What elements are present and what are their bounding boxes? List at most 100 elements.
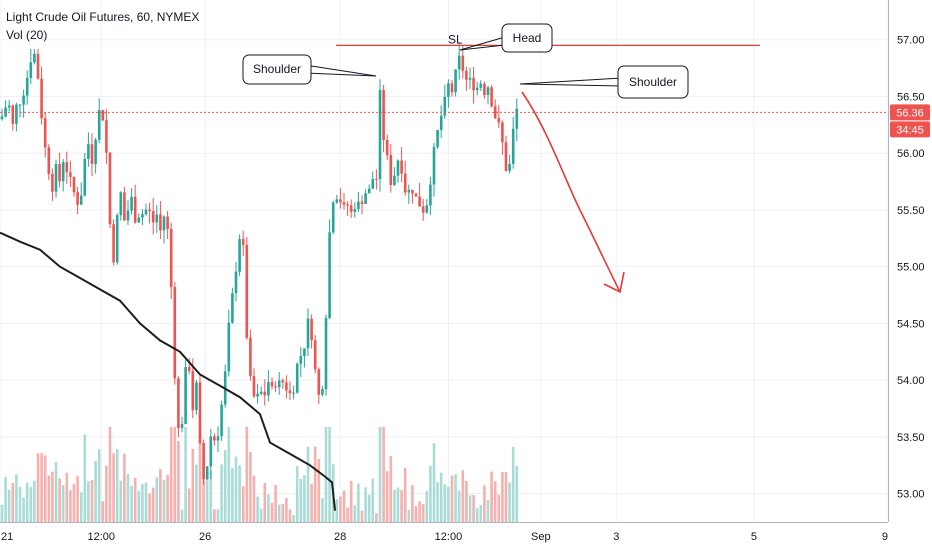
candle-body [209,436,213,467]
volume-bar [241,486,245,522]
candle-body [72,176,76,193]
candle-body [324,318,328,390]
volume-bar [126,474,130,522]
volume-bar [357,483,360,522]
volume-bar [414,506,418,522]
volume-bar [162,479,166,522]
volume-bar [97,449,101,522]
candle-body [270,381,274,387]
volume-bar [479,505,483,522]
candle-body [7,105,11,108]
volume-bar [202,449,205,522]
volume-bar [25,482,29,522]
volume-bar [15,474,18,522]
candle-body [177,378,180,428]
time-tick-label: Sep [531,531,551,543]
volume-bar [216,509,220,522]
volume-bar [421,503,425,522]
volume-bar [371,478,375,522]
candle-body [119,192,123,216]
volume-bar [40,453,43,522]
candle-body [385,140,389,156]
countdown-value: 34:45 [896,124,924,136]
volume-bar [195,464,198,522]
stop-loss-label: SL [448,32,463,46]
candle-body [425,205,429,213]
candle-body [393,175,396,185]
head-label: Head [513,31,542,45]
volume-bar [425,491,429,522]
volume-bar [317,458,321,522]
candle-body [285,382,288,391]
candle-body [231,293,234,323]
forecast-arrow-head [603,271,625,294]
candle-body [375,178,378,180]
candle-body [299,356,303,364]
price-axis[interactable]: 57.00 56.50 56.00 55.50 55.00 54.50 54.00 53.50… [897,35,925,501]
candle-body [101,110,105,121]
candle-body [378,90,382,180]
candle-body [443,96,447,116]
candle-body [382,90,385,141]
candle-body [11,105,15,124]
volume-bar [263,483,267,522]
candle-body [349,205,353,212]
volume-bar [198,427,202,522]
candle-body [317,369,321,395]
candle-body [504,142,508,171]
volume-bar [115,449,119,522]
volume-bar [133,477,137,522]
candle-body [126,210,130,221]
candle-body [461,55,465,71]
volume-bar [339,496,342,522]
candle-body [468,77,472,80]
candle-body [105,120,108,153]
volume-bar [418,501,421,522]
candlestick-series [0,42,519,485]
candle-body [313,340,317,370]
chart-grid [0,0,889,522]
volume-bar [450,475,454,522]
volume-bar [270,502,274,522]
candle-body [457,55,461,70]
volume-bar [277,504,281,522]
candle-body [166,216,169,229]
time-tick-label: 3 [613,531,619,543]
candle-body [54,164,58,192]
candle-body [497,118,501,123]
candle-body [364,193,367,204]
volume-bar [83,434,87,522]
candle-body [475,87,479,91]
time-tick-label: 28 [334,531,346,543]
candle-body [303,348,306,357]
volume-bar [493,481,497,522]
volume-bar [234,456,238,522]
volume-indicator-label[interactable]: Vol (20) [6,28,48,42]
volume-bar [184,427,187,522]
time-tick-label: 5 [751,531,757,543]
volume-bar [468,495,472,522]
volume-bar [130,485,133,522]
volume-bar [155,477,159,522]
volume-bar [367,494,371,522]
volume-bar [0,504,4,522]
candle-body [97,110,101,140]
candle-body [90,144,94,164]
candle-body [169,228,173,288]
candle-body [15,104,18,124]
volume-bar [267,494,270,522]
candle-body [371,178,375,189]
volume-bar [72,483,76,522]
time-axis[interactable]: 21 12:00 26 28 12:00 Sep 3 5 9 [1,531,888,543]
volume-bar [447,486,450,522]
volume-bar [87,481,90,522]
candle-body [61,162,65,182]
right-shoulder-callout: Shoulder [519,65,689,99]
price-tick-label: 54.50 [897,318,925,330]
volume-bar [144,482,148,522]
candle-body [43,118,47,148]
volume-bar [310,483,313,522]
candle-body [202,442,205,480]
volume-bar [501,472,504,522]
